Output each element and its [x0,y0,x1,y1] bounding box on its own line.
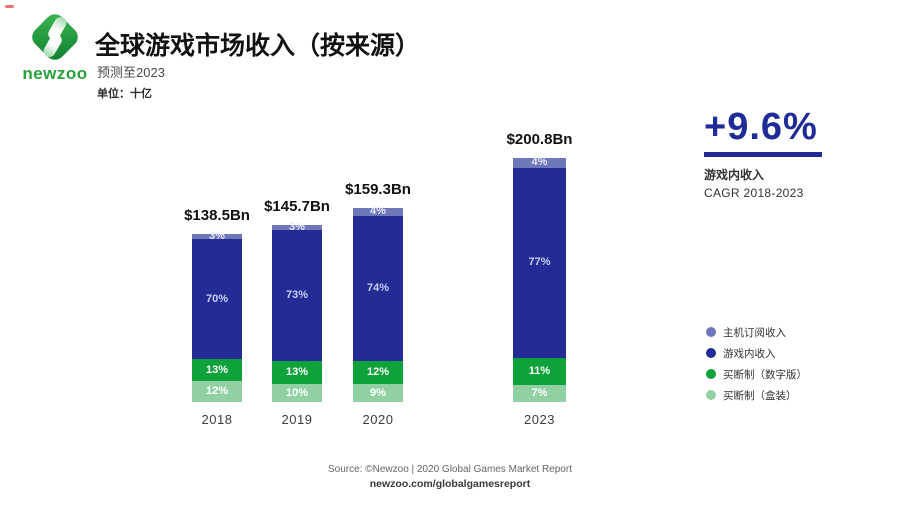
chart-legend: 主机订阅收入 游戏内收入买断制（数字版） 买断制（盒装） [706,322,807,406]
segment-in-game-2020: 74% [353,215,403,361]
bar-column-2019: $145.7Bn 3% 73% 13% 10% 2019 [264,198,330,427]
segment-value-label: 12% [366,366,390,379]
legend-item-buy-to-play-boxed: 买断制（盒装） [706,385,807,405]
segment-value-label: 10% [285,386,309,399]
legend-label-in-game: 游戏内收入 [723,347,776,360]
legend-item-in-game: 游戏内收入 [706,343,807,363]
segment-value-label: 3% [209,230,225,243]
legend-dot-buy-to-play-boxed [706,390,716,400]
cagr-period-label: CAGR 2018-2023 [704,185,804,200]
segment-console-subscription-2023: 4% [513,156,566,169]
unit-label: 单位：十亿 [97,88,152,100]
bar-2019: 3% 73% 13% 10% [272,221,322,402]
legend-dot-buy-to-play-digital [706,369,716,379]
segment-in-game-2019: 73% [272,230,322,361]
legend-item-console-subscription: 主机订阅收入 [706,322,807,342]
segment-value-label: 13% [285,365,309,378]
segment-in-game-2023: 77% [513,167,566,358]
cagr-series-label: 游戏内收入 [704,167,765,182]
bar-total-label-2023: $200.8Bn [506,131,573,148]
segment-console-subscription-2020: 4% [353,205,403,218]
segment-console-subscription-2019: 3% [272,221,322,234]
segment-buy-to-play-boxed-2020: 9% [353,384,403,402]
footer: Source: ©Newzoo | 2020 Global Games Mark… [0,464,900,490]
bar-column-2018: $138.5Bn 3% 70% 13% 12% 2018 [184,207,250,427]
segment-value-label: 3% [289,221,305,234]
segment-buy-to-play-digital-2019: 13% [272,360,322,385]
legend-item-buy-to-play-digital: 买断制（数字版） [706,364,807,384]
segment-value-label: 13% [205,363,229,376]
segment-value-label: 9% [370,386,386,399]
cagr-value: +9.6% [704,106,818,148]
bar-2023: 4% 77% 11% 7% [513,156,566,402]
segment-buy-to-play-boxed-2019: 10% [272,384,322,402]
segment-value-label: 11% [528,364,551,377]
segment-buy-to-play-digital-2018: 13% [192,359,242,382]
legend-dot-console-subscription [706,327,716,337]
page-title: 全球游戏市场收入（按来源） [95,32,421,60]
segment-value-label: 4% [370,205,386,218]
segment-buy-to-play-digital-2020: 12% [353,360,403,385]
newzoo-logo: newzoo [20,8,90,84]
legend-label-buy-to-play-digital: 买断制（数字版） [723,368,807,381]
page-subtitle: 预测至2023 [97,65,165,80]
bar-2018: 3% 70% 13% 12% [192,230,242,402]
segment-buy-to-play-boxed-2018: 12% [192,381,242,402]
segment-console-subscription-2018: 3% [192,230,242,243]
x-axis-label-2018: 2018 [201,412,233,427]
x-axis-label-2019: 2019 [281,412,313,427]
segment-in-game-2018: 70% [192,239,242,360]
bar-2020: 4% 74% 12% 9% [353,205,403,402]
source-text: Source: ©Newzoo | 2020 Global Games Mark… [328,464,572,475]
bar-column-2023: $200.8Bn 4% 77% 11% 7% 2023 [507,131,573,427]
cagr-underline [704,151,822,157]
segment-buy-to-play-digital-2023: 11% [513,357,566,385]
bar-total-label-2020: $159.3Bn [345,181,411,198]
artifact-red-mark [5,5,14,8]
x-axis-label-2023: 2023 [524,412,555,427]
segment-value-label: 77% [528,256,551,269]
cagr-annotation: +9.6% 游戏内收入 CAGR 2018-2023 [704,106,822,200]
legend-label-buy-to-play-boxed: 买断制（盒装） [723,389,797,402]
segment-buy-to-play-boxed-2023: 7% [513,384,566,402]
bar-column-2020: $159.3Bn 4% 74% 12% 9% 2020 [345,181,411,427]
report-link[interactable]: newzoo.com/globalgamesreport [369,478,531,490]
newzoo-logo-icon [32,14,78,60]
legend-dot-in-game [706,348,716,358]
segment-value-label: 74% [366,281,390,294]
x-axis-label-2020: 2020 [362,412,394,427]
segment-value-label: 70% [205,292,229,305]
legend-label-console-subscription: 主机订阅收入 [723,326,786,339]
segment-value-label: 12% [205,385,229,398]
bar-total-label-2019: $145.7Bn [264,198,330,215]
bar-total-label-2018: $138.5Bn [184,207,250,224]
segment-value-label: 4% [531,156,548,169]
segment-value-label: 73% [285,289,309,302]
segment-value-label: 7% [531,386,548,399]
newzoo-wordmark: newzoo [22,64,88,83]
